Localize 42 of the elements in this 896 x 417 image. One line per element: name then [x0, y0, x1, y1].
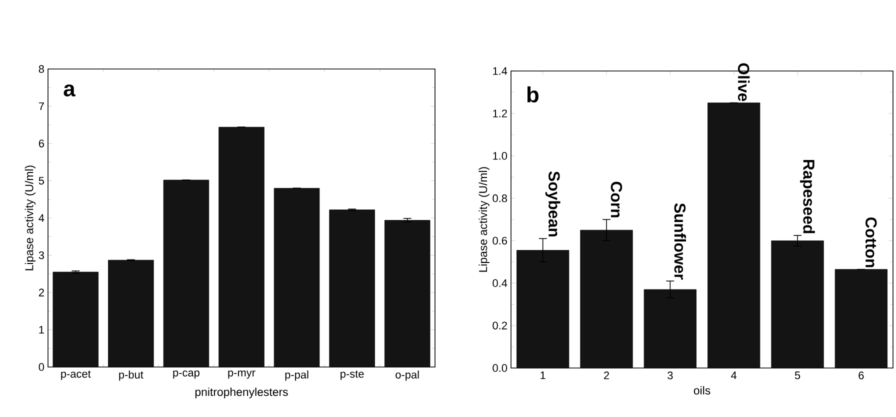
annotation: Rapeseed	[800, 160, 815, 234]
y-tick-label: 6	[38, 140, 44, 148]
y-tick-label: 0	[38, 363, 44, 371]
y-tick-label: 4	[38, 214, 44, 222]
x-tick-label: p-myr	[228, 370, 256, 379]
x-tick-label: 5	[794, 372, 800, 380]
y-tick-label: 1	[39, 326, 44, 334]
annotation: Soybean	[545, 171, 560, 236]
y-tick-label: 8	[38, 65, 44, 73]
x-tick-label: 3	[668, 372, 673, 380]
y-tick-label: 1.2	[493, 110, 507, 118]
x-tick-label: 2	[604, 372, 610, 380]
annotation: Cotton	[865, 217, 877, 268]
x-tick-label: p-ste	[340, 370, 364, 380]
x-tick-label: 6	[858, 372, 864, 380]
y-tick-label: 0.4	[492, 279, 508, 288]
annotation: a	[64, 84, 76, 96]
x-tick-label: p-cap	[173, 370, 200, 379]
y-tick-label: 1.4	[493, 67, 508, 75]
x-tick-label: p-acet	[61, 370, 91, 380]
x-axis-title: oils	[694, 386, 710, 395]
y-tick-label: 0.2	[492, 322, 507, 330]
x-tick-label: p-but	[119, 370, 144, 381]
annotation: Sunflower	[674, 203, 686, 280]
annotation: Corn	[610, 182, 622, 218]
x-tick-label: 1	[540, 372, 546, 380]
y-tick-label: 0.6	[492, 236, 507, 245]
x-tick-label: p-pal	[285, 370, 308, 381]
y-tick-label: 0.8	[492, 194, 507, 202]
y-tick-label: 0.0	[492, 364, 508, 372]
x-tick-label: 4	[731, 372, 737, 380]
annotation: Olive	[738, 63, 750, 102]
y-axis-title: Lipase activity (U/ml)	[478, 167, 490, 272]
x-tick-label: o-pal	[396, 370, 419, 381]
y-tick-label: 2	[38, 288, 44, 296]
y-tick-label: 7	[38, 102, 44, 110]
y-tick-label: 1.0	[493, 152, 508, 160]
y-tick-label: 5	[38, 176, 44, 185]
x-axis-title: pnitrophenylesters	[195, 388, 288, 398]
y-axis-title: Lipase activity (U/ml)	[24, 166, 36, 270]
y-tick-label: 3	[38, 251, 44, 260]
annotation: b	[527, 86, 538, 102]
